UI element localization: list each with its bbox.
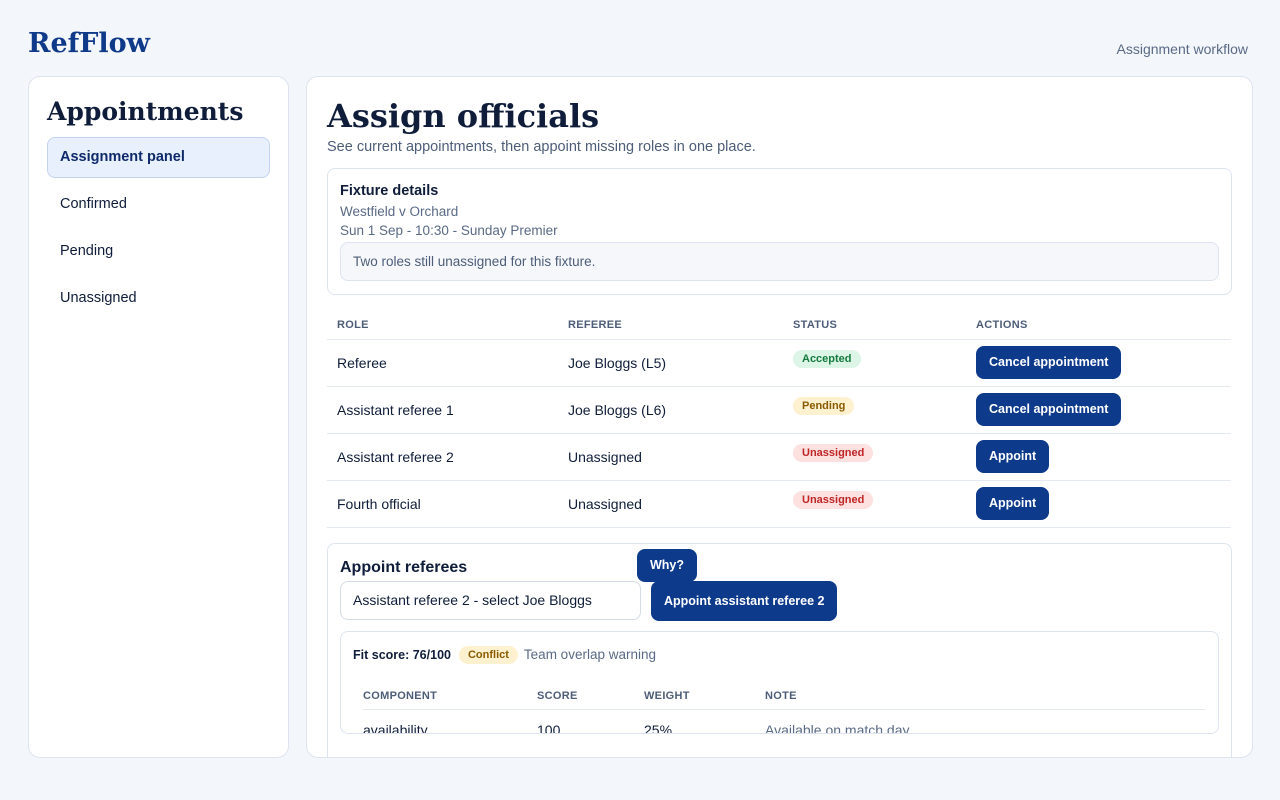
action-cell: Cancel appointment [966,386,1231,434]
brand-logo: RefFlow [28,28,150,59]
role-cell: Assistant referee 2 [327,433,558,481]
table-row: Assistant referee 1 Joe Bloggs (L6) Pend… [327,386,1231,434]
why-button[interactable]: Why? [637,548,698,582]
appoint-button[interactable]: Appoint [976,440,1050,473]
sidebar: Appointments Assignment panel Confirmed … [28,76,289,758]
referee-cell: Unassigned [558,433,783,481]
status-badge: Unassigned [793,491,874,509]
referee-cell: Joe Bloggs (L6) [558,386,783,434]
fixture-details-card: Fixture details Westfield v Orchard Sun … [327,168,1232,295]
page-title: Assign officials [327,97,600,135]
column-header-note: NOTE [765,683,1205,710]
table-row: Referee Joe Bloggs (L5) Accepted Cancel … [327,339,1231,387]
status-cell: Accepted [783,339,966,387]
fixture-match: Westfield v Orchard [340,204,459,219]
status-cell: Unassigned [783,480,966,528]
appoint-controls: Assistant referee 2 - select Joe Bloggs … [340,580,1219,621]
column-header-role: ROLE [327,311,558,340]
appoint-assistant-referee-button[interactable]: Appoint assistant referee 2 [651,580,838,621]
action-cell: Cancel appointment [966,339,1231,387]
sidebar-item-pending[interactable]: Pending [60,243,114,259]
appoint-button[interactable]: Appoint [976,487,1050,520]
status-cell: Unassigned [783,433,966,481]
status-badge: Accepted [793,350,861,368]
tagline: Assignment workflow [1116,41,1249,57]
sidebar-item-assignment-panel[interactable]: Assignment panel [47,137,270,178]
referee-cell: Joe Bloggs (L5) [558,339,783,387]
referee-select[interactable]: Assistant referee 2 - select Joe Bloggs [340,581,641,620]
fixture-date: Sun 1 Sep - 10:30 - Sunday Premier [340,223,558,238]
table-header-row: ROLE REFEREE STATUS ACTIONS [327,311,1231,340]
appoint-referees-card: Appoint referees Assistant referee 2 - s… [327,542,1232,757]
referee-cell: Unassigned [558,480,783,528]
unassigned-notice: Two roles still unassigned for this fixt… [340,242,1219,281]
score-breakdown-table: COMPONENT SCORE WEIGHT NOTE availability… [363,683,1205,734]
column-header-actions: ACTIONS [966,311,1231,340]
sidebar-item-unassigned[interactable]: Unassigned [60,290,137,306]
assignments-table: ROLE REFEREE STATUS ACTIONS Referee Joe … [327,311,1231,528]
page-subtitle: See current appointments, then appoint m… [327,139,756,155]
fixture-heading: Fixture details [340,183,439,199]
status-cell: Pending [783,386,966,434]
fit-score-header: Fit score: 76/100 Conflict Team overlap … [353,645,1206,664]
role-cell: Assistant referee 1 [327,386,558,434]
appoint-heading: Appoint referees [340,558,468,576]
action-cell: Appoint [966,480,1231,528]
table-header-row: COMPONENT SCORE WEIGHT NOTE [363,683,1205,710]
table-row: Fourth official Unassigned Unassigned Ap… [327,480,1231,528]
column-header-referee: REFEREE [558,311,783,340]
cancel-appointment-button[interactable]: Cancel appointment [976,393,1122,426]
role-cell: Referee [327,339,558,387]
team-overlap-warning: Team overlap warning [523,647,656,662]
table-row: Assistant referee 2 Unassigned Unassigne… [327,433,1231,481]
action-cell: Appoint [966,433,1231,481]
note-cell: Available on match day [765,721,910,734]
cancel-appointment-button[interactable]: Cancel appointment [976,346,1122,379]
fit-score-panel: Fit score: 76/100 Conflict Team overlap … [340,630,1219,734]
column-header-component: COMPONENT [363,683,537,710]
fit-score: Fit score: 76/100 [353,647,451,662]
component-cell: availability [363,721,428,734]
column-header-score: SCORE [537,683,644,710]
weight-cell: 25% [644,721,673,734]
column-header-status: STATUS [783,311,966,340]
role-cell: Fourth official [327,480,558,528]
status-badge: Unassigned [793,444,874,462]
status-badge: Pending [793,397,855,415]
sidebar-item-confirmed[interactable]: Confirmed [60,196,127,212]
conflict-badge: Conflict [458,645,518,664]
sidebar-title: Appointments [47,97,244,126]
score-cell: 100 [537,721,561,734]
main-panel: Assign officials See current appointment… [306,76,1253,758]
table-row: availability 100 25% Available on match … [363,710,1205,734]
column-header-weight: WEIGHT [644,683,765,710]
